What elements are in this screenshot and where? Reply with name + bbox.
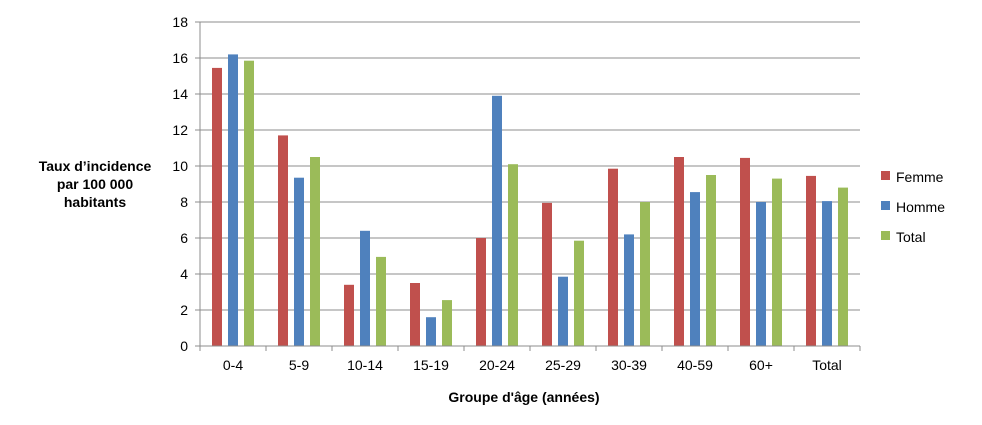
legend-swatch-homme <box>881 201 890 210</box>
bar-total-30-39 <box>640 202 650 346</box>
bar-femme-20-24 <box>476 238 486 346</box>
x-tick-label: 40-59 <box>677 357 713 373</box>
x-tick-label: 20-24 <box>479 357 515 373</box>
bar-homme-0-4 <box>228 54 238 347</box>
bar-total-10-14 <box>376 256 386 346</box>
bar-total-60+ <box>772 178 782 346</box>
y-tick-label: 10 <box>172 158 188 174</box>
y-tick-label: 14 <box>172 86 188 102</box>
bar-femme-25-29 <box>542 202 552 346</box>
y-axis-title-line: par 100 000 <box>57 176 133 192</box>
bar-total-25-29 <box>574 240 584 346</box>
bar-femme-total <box>806 175 816 346</box>
bar-homme-60+ <box>756 202 766 346</box>
bar-total-total <box>838 187 848 346</box>
bar-homme-40-59 <box>690 192 700 346</box>
y-tick-label: 6 <box>180 230 188 246</box>
y-tick-label: 8 <box>180 194 188 210</box>
y-axis-title-line: habitants <box>64 194 126 210</box>
y-tick-label: 18 <box>172 14 188 30</box>
x-tick-label: 15-19 <box>413 357 449 373</box>
bar-homme-total <box>822 201 832 346</box>
legend: Femme Homme Total <box>881 169 945 245</box>
bar-homme-25-29 <box>558 276 568 346</box>
bar-femme-10-14 <box>344 284 354 346</box>
y-tick-label: 0 <box>180 338 188 354</box>
y-tick-labels: 0 2 4 6 8 10 12 14 16 18 <box>172 14 188 354</box>
bar-femme-40-59 <box>674 157 684 346</box>
x-tick-label: 0-4 <box>223 357 243 373</box>
x-tick-label: 10-14 <box>347 357 383 373</box>
bar-total-15-19 <box>442 300 452 346</box>
y-tick-label: 4 <box>180 266 188 282</box>
bar-homme-30-39 <box>624 234 634 346</box>
bar-femme-5-9 <box>278 135 288 346</box>
y-tick-label: 12 <box>172 122 188 138</box>
y-tick-label: 16 <box>172 50 188 66</box>
bar-total-40-59 <box>706 175 716 346</box>
legend-swatch-femme <box>881 171 890 180</box>
x-tick-label: Total <box>812 357 842 373</box>
x-tick-label: 60+ <box>749 357 773 373</box>
legend-label-femme: Femme <box>896 169 944 185</box>
bar-femme-15-19 <box>410 283 420 346</box>
legend-swatch-total <box>881 231 890 240</box>
y-axis-title: Taux d’incidence par 100 000 habitants <box>39 158 152 210</box>
bar-femme-30-39 <box>608 168 618 346</box>
x-tick-label: 30-39 <box>611 357 647 373</box>
y-tick-label: 2 <box>180 302 188 318</box>
x-tick-label: 25-29 <box>545 357 581 373</box>
bar-homme-10-14 <box>360 230 370 346</box>
legend-label-total: Total <box>896 229 926 245</box>
x-tick-label: 5-9 <box>289 357 309 373</box>
bar-femme-0-4 <box>212 67 222 347</box>
bar-femme-60+ <box>740 157 750 346</box>
bars <box>212 54 848 347</box>
bar-homme-20-24 <box>492 95 502 346</box>
y-axis-title-line: Taux d’incidence <box>39 158 152 174</box>
bar-total-0-4 <box>244 60 254 346</box>
x-tick-labels: 0-4 5-9 10-14 15-19 20-24 25-29 30-39 40-59 60+ T… <box>223 357 842 373</box>
x-axis-title: Groupe d'âge (années) <box>448 389 599 405</box>
bar-homme-15-19 <box>426 317 436 346</box>
axes <box>195 21 861 351</box>
bar-total-5-9 <box>310 157 320 346</box>
legend-label-homme: Homme <box>896 199 945 215</box>
bar-homme-5-9 <box>294 177 304 346</box>
bar-total-20-24 <box>508 164 518 346</box>
